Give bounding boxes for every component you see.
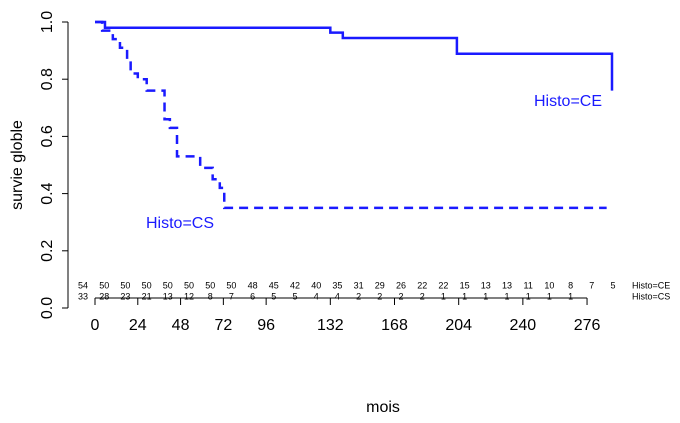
at-risk-count: 15: [460, 280, 470, 290]
at-risk-count: 2: [420, 291, 425, 301]
at-risk-count: 50: [142, 280, 152, 290]
at-risk-count: 22: [438, 280, 448, 290]
at-risk-count: 7: [589, 280, 594, 290]
at-risk-count: 10: [544, 280, 554, 290]
at-risk-count: 1: [568, 291, 573, 301]
at-risk-count: 2: [356, 291, 361, 301]
at-risk-label: Histo=CS: [632, 291, 670, 301]
at-risk-count: 31: [354, 280, 364, 290]
x-tick-label: 204: [445, 317, 472, 334]
at-risk-count: 50: [205, 280, 215, 290]
survival-curve: [95, 20, 607, 210]
at-risk-count: 1: [526, 291, 531, 301]
at-risk-count: 45: [269, 280, 279, 290]
at-risk-count: 1: [441, 291, 446, 301]
y-tick-label: 0.0: [39, 297, 56, 319]
at-risk-count: 1: [547, 291, 552, 301]
at-risk-count: 33: [78, 291, 88, 301]
x-tick-label: 72: [214, 317, 232, 334]
at-risk-count: 35: [332, 280, 342, 290]
at-risk-count: 22: [417, 280, 427, 290]
x-tick-label: 276: [574, 317, 601, 334]
at-risk-count: 1: [462, 291, 467, 301]
at-risk-count: 50: [120, 280, 130, 290]
at-risk-count: 5: [610, 280, 615, 290]
at-risk-count: 2: [398, 291, 403, 301]
at-risk-count: 1: [504, 291, 509, 301]
at-risk-count: 8: [568, 280, 573, 290]
y-tick-label: 0.6: [39, 125, 56, 147]
y-tick-label: 0.2: [39, 240, 56, 262]
x-tick-label: 240: [510, 317, 537, 334]
at-risk-count: 50: [184, 280, 194, 290]
at-risk-count: 5: [271, 291, 276, 301]
at-risk-count: 48: [248, 280, 258, 290]
at-risk-count: 26: [396, 280, 406, 290]
x-tick-label: 132: [317, 317, 344, 334]
x-tick-label: 96: [257, 317, 275, 334]
curve-label: Histo=CE: [534, 93, 602, 110]
at-risk-count: 8: [208, 291, 213, 301]
y-tick-label: 0.4: [39, 182, 56, 204]
y-tick-label: 1.0: [39, 11, 56, 33]
at-risk-count: 28: [99, 291, 109, 301]
at-risk-count: 50: [99, 280, 109, 290]
at-risk-count: 13: [481, 280, 491, 290]
curve-label: Histo=CS: [146, 215, 214, 232]
at-risk-count: 5: [292, 291, 297, 301]
at-risk-count: 40: [311, 280, 321, 290]
survival-curve: [95, 20, 614, 91]
at-risk-count: 29: [375, 280, 385, 290]
at-risk-count: 1: [483, 291, 488, 301]
at-risk-count: 6: [250, 291, 255, 301]
at-risk-count: 4: [335, 291, 340, 301]
at-risk-count: 54: [78, 280, 88, 290]
at-risk-count: 11: [524, 280, 533, 290]
at-risk-count: 42: [290, 280, 300, 290]
x-tick-label: 0: [91, 317, 100, 334]
at-risk-label: Histo=CE: [632, 280, 670, 290]
at-risk-count: 7: [229, 291, 234, 301]
y-axis-label: survie globle: [9, 120, 26, 210]
at-risk-count: 13: [163, 291, 173, 301]
x-tick-label: 48: [172, 317, 190, 334]
at-risk-count: 13: [502, 280, 512, 290]
y-tick-label: 0.8: [39, 68, 56, 90]
x-tick-label: 24: [129, 317, 147, 334]
at-risk-count: 12: [184, 291, 194, 301]
at-risk-count: 23: [120, 291, 130, 301]
at-risk-count: 50: [226, 280, 236, 290]
x-tick-label: 168: [381, 317, 408, 334]
at-risk-count: 50: [163, 280, 173, 290]
at-risk-count: 21: [142, 291, 152, 301]
at-risk-count: 2: [377, 291, 382, 301]
x-axis-label: mois: [366, 399, 400, 416]
at-risk-count: 4: [314, 291, 319, 301]
